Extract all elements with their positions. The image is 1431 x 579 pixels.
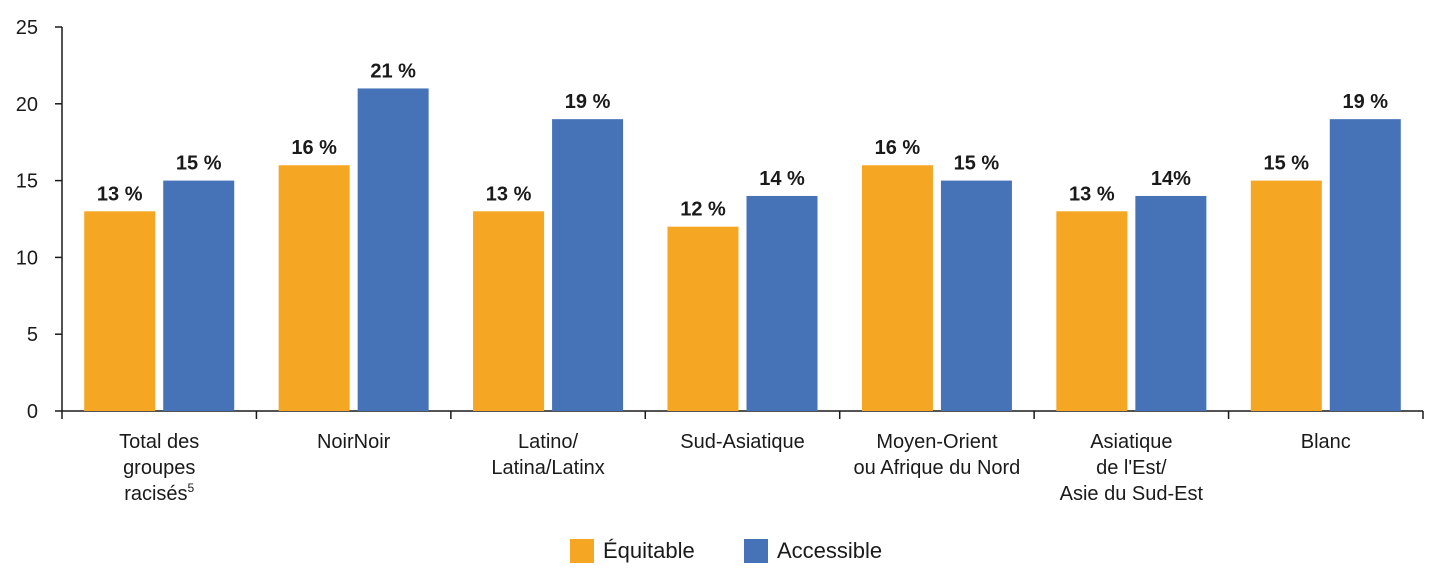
footnote-superscript: 5 — [188, 481, 195, 495]
y-tick-label: 15 — [16, 171, 38, 193]
bar-accessible — [1135, 195, 1207, 411]
y-tick-label: 10 — [16, 247, 38, 269]
data-label: 15 % — [176, 153, 222, 175]
x-tick-label: ou Afrique du Nord — [854, 457, 1021, 479]
y-tick-label: 0 — [27, 401, 38, 423]
data-label: 19 % — [1342, 91, 1388, 113]
x-tick-label: Latina/Latinx — [491, 457, 604, 479]
y-tick-label: 5 — [27, 324, 38, 346]
x-tick-label: Asie du Sud-Est — [1060, 483, 1204, 505]
data-label: 12 % — [680, 199, 726, 221]
bar-accessible — [163, 180, 235, 411]
bar-accessible — [1329, 119, 1401, 411]
bar-equitable — [473, 211, 545, 411]
x-axis — [61, 410, 1424, 419]
data-labels: 13 % 15 % 16 % 21 % 13 % 19 % 12 % 14 % 16 % 15 %… — [97, 60, 1388, 220]
bar-equitable — [84, 211, 156, 411]
data-label: 19 % — [565, 91, 611, 113]
x-tick-label: Total des — [119, 431, 199, 453]
y-axis: 0 5 10 15 20 25 — [16, 17, 63, 423]
x-tick-label: NoirNoir — [317, 431, 391, 453]
x-tick-label: Blanc — [1301, 431, 1351, 453]
data-label: 16 % — [291, 137, 337, 159]
x-tick-label: Asiatique — [1090, 431, 1172, 453]
data-label: 13 % — [97, 183, 143, 205]
data-label: 21 % — [370, 60, 416, 82]
bar-equitable — [278, 165, 350, 411]
y-tick-label: 25 — [16, 17, 38, 39]
data-label: 14 % — [759, 168, 805, 190]
bar-accessible — [746, 195, 818, 411]
bars — [84, 88, 1401, 411]
bar-equitable — [861, 165, 933, 411]
data-label: 15 % — [1263, 153, 1309, 175]
x-tick-label: Sud-Asiatique — [680, 431, 805, 453]
legend-label-accessible: Accessible — [777, 538, 882, 563]
x-tick-label: Moyen-Orient — [876, 431, 998, 453]
x-tick-label: de l'Est/ — [1096, 457, 1167, 479]
bar-accessible — [940, 180, 1012, 411]
legend-swatch-equitable — [570, 539, 594, 563]
data-label: 16 % — [875, 137, 921, 159]
legend-label-equitable: Équitable — [603, 538, 695, 563]
y-tick-label: 20 — [16, 94, 38, 116]
legend: Équitable Accessible — [570, 538, 882, 563]
x-tick-label: groupes — [123, 457, 195, 479]
data-label: 13 % — [486, 183, 532, 205]
bar-accessible — [552, 119, 624, 411]
bar-equitable — [1056, 211, 1128, 411]
bar-equitable — [1250, 180, 1322, 411]
x-tick-label: Latino/ — [518, 431, 578, 453]
bar-accessible — [357, 88, 429, 411]
legend-swatch-accessible — [744, 539, 768, 563]
data-label: 15 % — [954, 153, 1000, 175]
data-label: 14% — [1151, 168, 1191, 190]
data-label: 13 % — [1069, 183, 1115, 205]
bar-equitable — [667, 226, 739, 411]
x-tick-label: racisés5 — [124, 481, 194, 505]
